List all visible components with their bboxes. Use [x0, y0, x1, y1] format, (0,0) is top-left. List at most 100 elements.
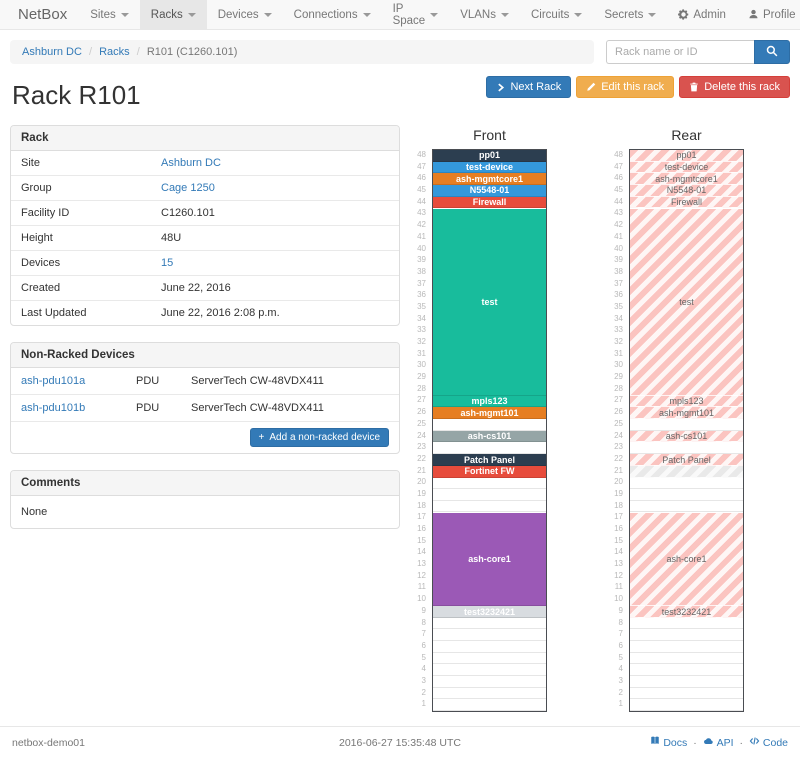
device-front[interactable]: Fortinet FW: [433, 465, 546, 478]
front-rack: pp01 test-device ash-mgmtcore1 N5548-01 Fire…: [432, 149, 547, 712]
pencil-icon: [586, 82, 596, 92]
unit-number: 15: [417, 535, 426, 545]
gear-icon: [678, 9, 689, 20]
rack-unit-empty: [433, 442, 546, 454]
unit-number: 47: [614, 161, 623, 171]
add-nonracked-device-button[interactable]: + Add a non-racked device: [249, 428, 389, 447]
last-updated-value: June 22, 2016 2:08 p.m.: [161, 307, 280, 319]
api-link[interactable]: API: [703, 736, 734, 749]
unit-number: 31: [614, 348, 623, 358]
unit-number: 32: [614, 337, 623, 346]
nav-item-secrets[interactable]: Secrets: [593, 0, 667, 29]
device-front[interactable]: mpls123: [433, 395, 546, 408]
device-rear[interactable]: ash-mgmtcore1: [630, 173, 743, 186]
docs-link[interactable]: Docs: [650, 736, 687, 749]
nav-item-admin[interactable]: Admin: [667, 0, 737, 29]
nav-item-circuits[interactable]: Circuits: [520, 0, 593, 29]
nav-item-ip-space[interactable]: IP Space: [382, 0, 450, 29]
device-front[interactable]: Firewall: [433, 196, 546, 209]
unit-number: 19: [614, 488, 623, 498]
device-front[interactable]: N5548-01: [433, 185, 546, 197]
device-rear[interactable]: ash-core1: [630, 512, 743, 607]
unit-number: 18: [417, 500, 426, 510]
rack-unit-empty: [433, 664, 546, 676]
device-rear[interactable]: Patch Panel: [630, 454, 743, 466]
caret-down-icon: [430, 12, 439, 17]
device-front[interactable]: ash-mgmtcore1: [433, 173, 546, 186]
site-link[interactable]: Ashburn DC: [161, 157, 221, 169]
unit-number: 37: [417, 278, 426, 288]
unit-number: 23: [417, 442, 426, 452]
rack-unit-empty: [433, 687, 546, 700]
rack-unit-empty: [433, 629, 546, 641]
next-rack-button[interactable]: Next Rack: [486, 76, 572, 98]
device-front[interactable]: ash-mgmt101: [433, 407, 546, 420]
devices-count-link[interactable]: 15: [161, 257, 174, 269]
device-front[interactable]: pp01: [433, 150, 546, 162]
device-link[interactable]: ash-pdu101a: [21, 375, 86, 387]
plus-icon: +: [258, 432, 265, 443]
unit-number: 5: [421, 652, 426, 662]
rack-unit-empty: [630, 699, 743, 711]
nav-item-devices[interactable]: Devices: [207, 0, 283, 29]
unit-number: 3: [618, 675, 623, 685]
unit-number: 45: [614, 185, 623, 195]
rack-unit-empty: [630, 652, 743, 665]
device-rear[interactable]: mpls123: [630, 395, 743, 408]
device-front[interactable]: Patch Panel: [433, 454, 546, 466]
code-link[interactable]: Code: [749, 736, 788, 749]
device-front[interactable]: ash-cs101: [433, 430, 546, 443]
rack-panel-title: Rack: [11, 126, 399, 151]
attr-row-created: Created June 22, 2016: [11, 276, 399, 301]
device-rear[interactable]: ash-cs101: [630, 430, 743, 443]
nav-item-connections[interactable]: Connections: [283, 0, 382, 29]
rear-elevation-title: Rear: [671, 127, 702, 143]
rack-unit-empty: [630, 500, 743, 513]
table-row: ash-pdu101b PDU ServerTech CW-48VDX411: [11, 395, 399, 422]
breadcrumb-site-link[interactable]: Ashburn DC: [22, 46, 82, 58]
device-front[interactable]: ash-core1: [433, 512, 546, 607]
group-link[interactable]: Cage 1250: [161, 182, 215, 194]
unit-number: 10: [417, 594, 426, 604]
device-link[interactable]: ash-pdu101b: [21, 402, 86, 414]
unit-number: 44: [417, 196, 426, 206]
breadcrumb: Ashburn DC / Racks / R101 (C1260.101): [10, 40, 594, 64]
brand[interactable]: NetBox: [18, 6, 68, 23]
rack-search-input[interactable]: [606, 40, 754, 64]
device-rear[interactable]: test-device: [630, 161, 743, 174]
device-front[interactable]: test3232421: [433, 606, 546, 618]
nav-item-racks[interactable]: Racks: [139, 0, 207, 29]
edit-rack-button[interactable]: Edit this rack: [576, 76, 675, 98]
nav-item-profile[interactable]: Profile: [737, 0, 800, 29]
breadcrumb-racks-link[interactable]: Racks: [99, 46, 130, 58]
device-rear[interactable]: N5548-01: [630, 185, 743, 197]
rack-search-button[interactable]: [754, 40, 790, 64]
device-rear[interactable]: Firewall: [630, 196, 743, 209]
device-front[interactable]: test-device: [433, 161, 546, 174]
comments-body: None: [21, 506, 48, 518]
nav-item-sites[interactable]: Sites: [79, 0, 140, 29]
unit-number: 4: [421, 664, 426, 674]
attr-row-last-updated: Last Updated June 22, 2016 2:08 p.m.: [21, 307, 280, 319]
unit-number: 48: [417, 150, 426, 159]
comments-panel: Comments None: [10, 470, 400, 529]
device-rear[interactable]: ash-mgmt101: [630, 407, 743, 420]
device-rear[interactable]: test3232421: [630, 606, 743, 618]
unit-number: 9: [421, 605, 426, 615]
device-front[interactable]: test: [433, 208, 546, 396]
rack-unit-empty: [630, 664, 743, 676]
unit-number: 25: [614, 418, 623, 428]
attr-row-facility-id: Facility ID C1260.101: [11, 201, 399, 226]
unit-number: 11: [614, 582, 623, 592]
unit-number: 7: [618, 629, 623, 639]
rack-unit-empty: [433, 418, 546, 431]
device-rear[interactable]: pp01: [630, 150, 743, 162]
unit-number: 38: [417, 266, 426, 276]
search-icon: [766, 45, 778, 60]
nav-item-vlans[interactable]: VLANs: [449, 0, 520, 29]
delete-rack-button[interactable]: Delete this rack: [679, 76, 790, 98]
device-rear[interactable]: test: [630, 208, 743, 396]
unit-number: 11: [417, 582, 426, 592]
attr-row-height: Height 48U: [11, 226, 399, 251]
unit-number: 42: [614, 220, 623, 230]
